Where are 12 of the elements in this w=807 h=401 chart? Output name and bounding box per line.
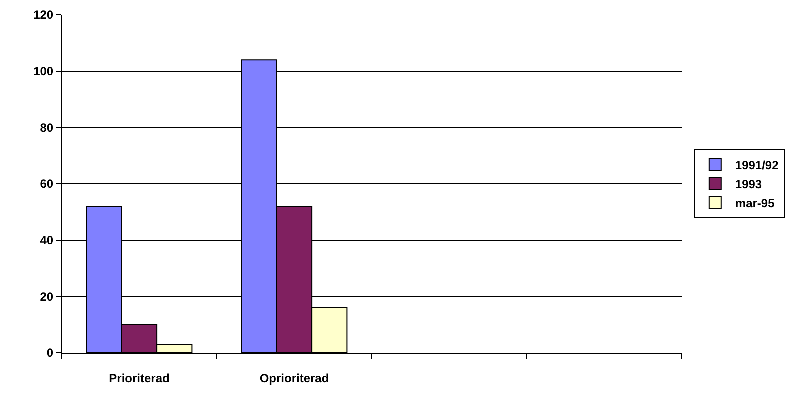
y-tick-label: 60 — [40, 177, 54, 192]
y-tick-label: 40 — [40, 234, 54, 248]
y-tick-label: 100 — [34, 64, 54, 79]
legend-label: 1991/92 — [735, 158, 780, 173]
legend-label: 1993 — [735, 178, 762, 192]
legend-label: mar-95 — [735, 196, 776, 211]
y-tick-label: 120 — [34, 8, 54, 22]
x-tick-label: Oprioriterad — [260, 371, 330, 386]
y-tick-label: 0 — [46, 346, 54, 360]
x-tick-label: Prioriterad — [109, 371, 170, 386]
y-tick-label: 20 — [40, 290, 54, 304]
y-tick-label: 80 — [40, 120, 54, 135]
